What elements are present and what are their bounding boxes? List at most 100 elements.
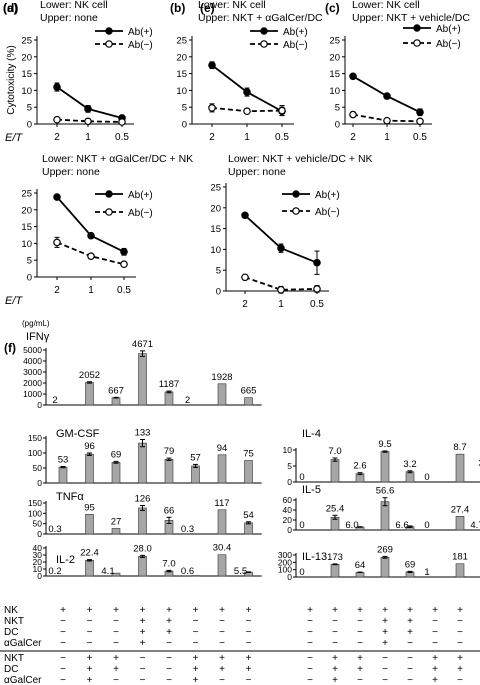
bar xyxy=(244,397,253,406)
data-label: 0 xyxy=(424,520,429,531)
panel-letter: (b) xyxy=(170,1,185,15)
sign: − xyxy=(193,616,199,627)
sign: − xyxy=(219,675,225,685)
y-tick-label: 10 xyxy=(283,445,293,455)
data-point-ab-neg xyxy=(277,285,285,294)
data-label: 69 xyxy=(111,449,122,460)
y-tick-label: 0 xyxy=(37,571,42,581)
data-label: 2 xyxy=(52,395,57,406)
data-label: 3.2 xyxy=(403,459,416,470)
sign: + xyxy=(382,638,388,649)
bar xyxy=(380,451,390,483)
bar-chart-il-13: IL-13010020030001736426969118164 xyxy=(278,544,480,582)
data-point-ab-neg xyxy=(120,260,128,269)
y-tick-label: 15 xyxy=(210,224,221,235)
data-label: 0.3 xyxy=(181,524,194,535)
sign: − xyxy=(407,675,413,685)
sign: − xyxy=(307,653,313,664)
data-label: 117 xyxy=(214,498,229,509)
sign: + xyxy=(332,664,338,675)
condition-upper: Upper: none xyxy=(40,12,98,24)
legend-label-neg: Ab(−) xyxy=(283,40,308,51)
y-tick-label: 100 xyxy=(278,565,292,575)
sign: − xyxy=(307,638,313,649)
sign: + xyxy=(219,664,225,675)
data-label: 66 xyxy=(164,505,175,516)
data-label: 69 xyxy=(405,559,416,570)
y-tick-label: 2000 xyxy=(23,378,42,388)
legend-label-neg: Ab(−) xyxy=(128,208,153,219)
data-label: 9.5 xyxy=(378,439,391,450)
bar xyxy=(405,471,415,483)
legend-label-pos: Ab(+) xyxy=(436,24,461,35)
x-tick-label: 2 xyxy=(209,132,215,143)
data-label: 6.0 xyxy=(345,520,358,531)
legend-marker-neg xyxy=(292,207,300,215)
sign: + xyxy=(166,627,172,638)
y-tick-label: 5 xyxy=(287,461,292,471)
y-tick-label: 50 xyxy=(33,463,43,473)
y-axis-title: Cytotoxicity (%) xyxy=(6,45,17,114)
data-label: 30.4 xyxy=(213,543,232,554)
sign: − xyxy=(87,627,93,638)
data-point-ab-pos xyxy=(313,258,321,267)
sign: − xyxy=(193,638,199,649)
sign: − xyxy=(60,638,66,649)
y-tick-label: 40 xyxy=(33,543,43,553)
y-tick-label: 0 xyxy=(182,120,187,131)
y-tick-label: 5 xyxy=(27,256,32,267)
y-tick-label: 20 xyxy=(21,52,32,63)
y-tick-label: 15 xyxy=(176,69,187,80)
sign: − xyxy=(60,653,66,664)
bar xyxy=(244,522,253,535)
bar xyxy=(455,453,465,483)
bar xyxy=(85,382,94,406)
bar xyxy=(330,459,340,483)
y-tick-label: 0 xyxy=(287,525,292,535)
legend-marker-neg xyxy=(105,40,113,48)
y-tick-label: 25 xyxy=(329,36,340,47)
bar xyxy=(111,397,121,406)
sign: − xyxy=(246,638,252,649)
sign: + xyxy=(357,605,363,616)
data-point-ab-neg xyxy=(278,106,286,115)
y-tick-label: 10 xyxy=(33,564,43,574)
y-tick-label: 0 xyxy=(37,529,42,539)
series-line-ab-pos xyxy=(56,86,123,119)
data-point-ab-neg xyxy=(349,110,357,119)
x-tick-label: 0.5 xyxy=(310,299,324,310)
data-point-ab-pos xyxy=(87,231,95,240)
bar xyxy=(58,466,68,484)
legend-marker-neg xyxy=(105,208,113,216)
data-label: 2 xyxy=(185,395,190,406)
y-tick-label: 200 xyxy=(278,557,292,567)
sign: − xyxy=(457,616,463,627)
condition-upper: Upper: none xyxy=(42,166,100,178)
data-label: 1 xyxy=(424,567,429,578)
sign: − xyxy=(113,638,119,649)
data-label: 96 xyxy=(84,441,95,452)
sign: − xyxy=(219,627,225,638)
data-label: 0.3 xyxy=(48,524,61,535)
data-label: 1187 xyxy=(159,379,179,390)
sign: − xyxy=(432,627,438,638)
legend-label-pos: Ab(+) xyxy=(315,190,340,201)
data-label: 2052 xyxy=(79,370,100,381)
sign: + xyxy=(407,616,413,627)
sign: − xyxy=(407,653,413,664)
y-tick-label: 3000 xyxy=(23,367,42,377)
bar xyxy=(111,572,121,577)
y-tick-label: 20 xyxy=(33,557,43,567)
data-point-ab-pos xyxy=(349,72,357,81)
data-label: 181 xyxy=(452,552,468,563)
condition-table: NK++++++++++++++++NKT−−−−−−++++−−−−−−DC−… xyxy=(0,605,480,685)
data-label: 6.6 xyxy=(395,520,408,531)
condition-lower: Lower: NKT + αGalCer/DC + NK xyxy=(42,153,193,165)
data-label: 0 xyxy=(424,472,429,483)
y-tick-label: 50 xyxy=(33,519,43,529)
cytokine-title: IL-4 xyxy=(302,428,321,440)
